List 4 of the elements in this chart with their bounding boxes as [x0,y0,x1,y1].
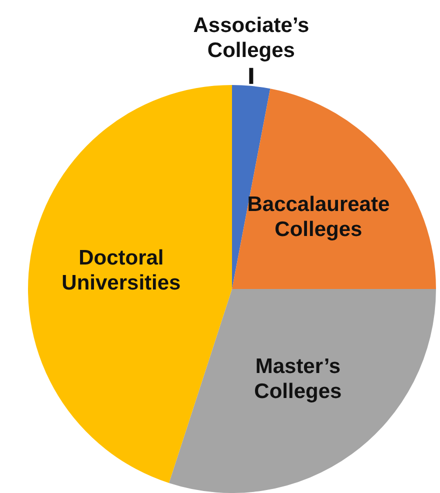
slice-label: Baccalaureate Colleges [247,192,390,241]
slice-label: Doctoral Universities [62,246,181,295]
slice-label: Master’s Colleges [254,355,342,404]
slice-label: Associate’s Colleges [193,14,310,62]
